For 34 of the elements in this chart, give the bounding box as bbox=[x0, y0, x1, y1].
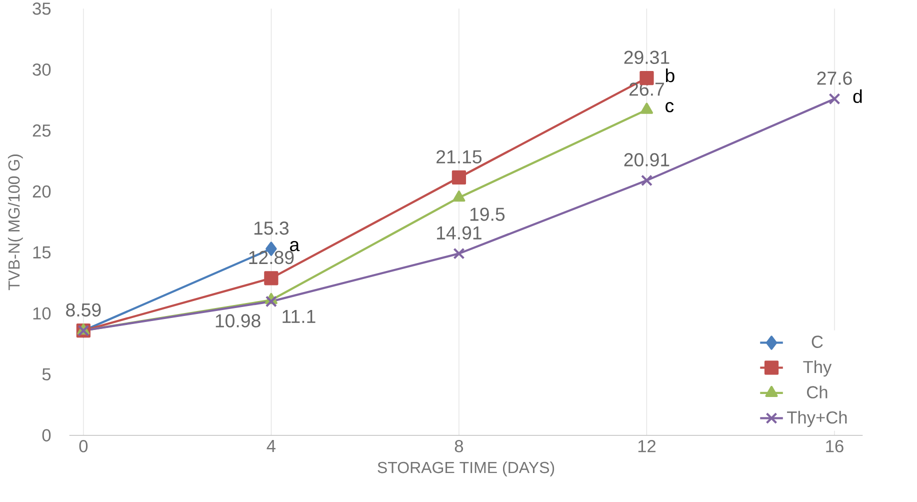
legend-label: C bbox=[812, 336, 823, 348]
y-axis-title: TVB-N( MG/100 G) bbox=[8, 154, 23, 290]
y-tick-label: 0 bbox=[42, 429, 51, 442]
data-label: 27.6 bbox=[817, 72, 852, 85]
y-tick-label: 15 bbox=[33, 246, 51, 259]
data-label: 8.59 bbox=[66, 303, 101, 317]
data-label: 15.3 bbox=[254, 222, 289, 235]
data-label: 14.91 bbox=[437, 226, 482, 240]
y-tick-label: 10 bbox=[33, 307, 51, 320]
data-label: 12.89 bbox=[249, 250, 294, 264]
data-label: 29.31 bbox=[624, 50, 670, 64]
annotation: a bbox=[290, 241, 300, 252]
data-label: 20.91 bbox=[624, 153, 670, 166]
data-label: 21.15 bbox=[436, 150, 482, 164]
data-label: 11.1 bbox=[282, 310, 316, 323]
data-label: 10.98 bbox=[216, 314, 260, 328]
legend-label: Thy bbox=[803, 360, 832, 377]
x-axis-title: STORAGE TIME (DAYS) bbox=[378, 461, 554, 476]
data-label: 19.5 bbox=[470, 208, 505, 221]
x-tick-label: 8 bbox=[454, 440, 464, 452]
y-tick-label: 30 bbox=[32, 63, 51, 76]
y-tick-label: 5 bbox=[42, 368, 51, 380]
x-tick-label: 0 bbox=[79, 440, 88, 452]
legend-label: Thy+Ch bbox=[787, 410, 847, 428]
x-tick-label: 4 bbox=[266, 440, 276, 452]
annotation: d bbox=[853, 89, 862, 104]
y-tick-label: 35 bbox=[32, 2, 51, 15]
annotation: b bbox=[666, 68, 674, 82]
y-tick-label: 25 bbox=[32, 124, 51, 137]
legend-label: Ch bbox=[807, 386, 828, 398]
y-tick-label: 20 bbox=[32, 185, 51, 198]
x-tick-label: 16 bbox=[826, 440, 844, 452]
annotation: c bbox=[666, 102, 674, 112]
x-tick-label: 12 bbox=[638, 440, 656, 452]
